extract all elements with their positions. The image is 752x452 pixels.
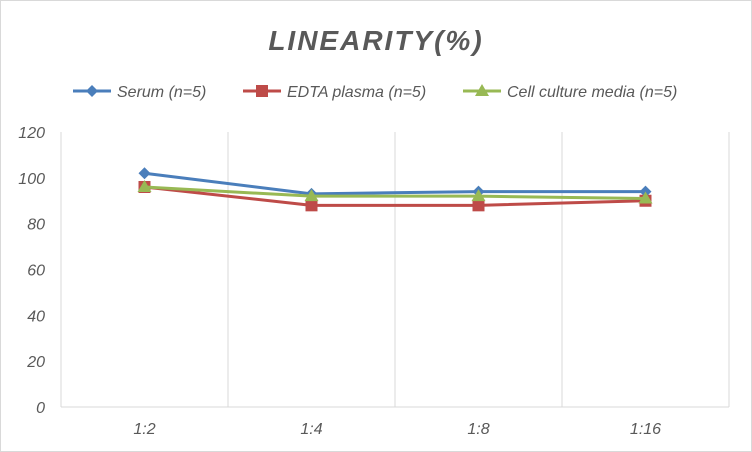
legend-marker — [256, 85, 268, 97]
series-line — [144, 185, 646, 200]
x-tick-label: 1:4 — [300, 421, 322, 438]
legend-label: EDTA plasma (n=5) — [287, 84, 426, 101]
y-tick-label: 120 — [18, 125, 45, 142]
legend-label: Cell culture media (n=5) — [507, 84, 677, 101]
data-point — [138, 167, 151, 180]
y-tick-label: 40 — [27, 308, 45, 325]
y-axis-ticks: 0 20 40 60 80 100 120 — [18, 125, 45, 417]
data-point — [471, 189, 486, 202]
legend-item: EDTA plasma (n=5) — [243, 84, 426, 101]
legend-label: Serum (n=5) — [117, 84, 206, 101]
series-cell — [137, 180, 653, 204]
series-line — [144, 185, 646, 207]
grid — [60, 132, 730, 408]
x-axis-ticks: 1:2 1:4 1:8 1:16 — [133, 421, 661, 438]
y-tick-label: 100 — [18, 171, 45, 188]
x-tick-label: 1:2 — [133, 421, 155, 438]
x-tick-label: 1:8 — [467, 421, 489, 438]
y-tick-label: 20 — [26, 354, 45, 371]
data-point — [137, 180, 152, 192]
x-tick-label: 1:16 — [630, 421, 661, 438]
legend-marker — [86, 85, 98, 97]
data-point — [304, 189, 319, 202]
series-group — [137, 167, 653, 212]
legend-item: Cell culture media (n=5) — [463, 84, 677, 101]
series-line — [144, 171, 646, 196]
legend-marker — [475, 84, 489, 96]
data-point — [305, 199, 318, 212]
chart-title: LINEARITY(%) — [268, 25, 483, 56]
y-tick-label: 80 — [27, 217, 45, 234]
y-tick-label: 60 — [27, 263, 45, 280]
y-tick-label: 0 — [36, 400, 45, 417]
data-point — [638, 191, 653, 204]
legend: Serum (n=5) EDTA plasma (n=5) Cell culture… — [73, 84, 677, 101]
legend-item: Serum (n=5) — [73, 84, 206, 101]
data-point — [472, 199, 485, 212]
